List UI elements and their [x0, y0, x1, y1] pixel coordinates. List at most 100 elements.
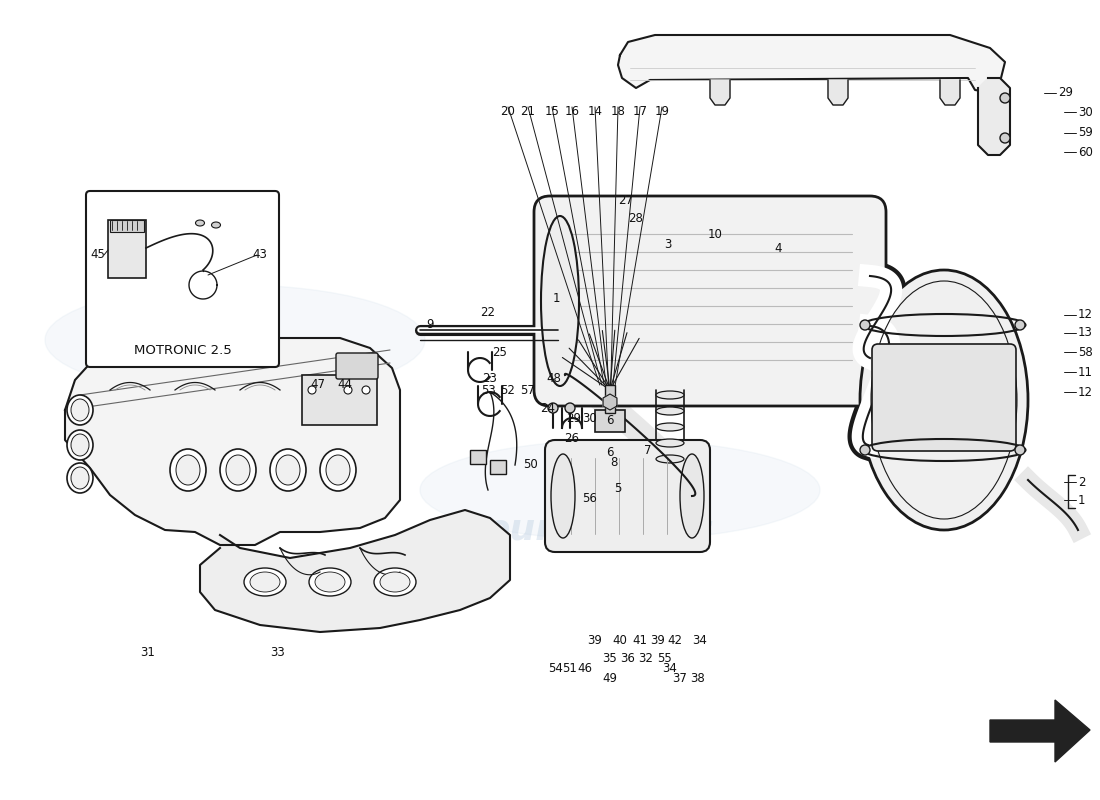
Text: 48: 48	[547, 371, 561, 385]
Bar	[470, 450, 486, 464]
FancyBboxPatch shape	[336, 353, 378, 379]
Text: 1: 1	[1078, 494, 1086, 506]
Text: 25: 25	[493, 346, 507, 358]
Circle shape	[308, 386, 316, 394]
Text: 39: 39	[587, 634, 603, 646]
Circle shape	[860, 445, 870, 455]
Text: 44: 44	[338, 378, 352, 391]
Ellipse shape	[656, 407, 684, 415]
Text: 42: 42	[668, 634, 682, 646]
Ellipse shape	[176, 455, 200, 485]
Text: 34: 34	[662, 662, 678, 674]
Text: 46: 46	[578, 662, 593, 674]
Bar	[605, 385, 615, 413]
FancyBboxPatch shape	[86, 191, 279, 367]
Text: 11: 11	[1078, 366, 1093, 378]
Ellipse shape	[656, 439, 684, 447]
Text: 28: 28	[628, 211, 643, 225]
Text: 30: 30	[583, 411, 597, 425]
Text: 19: 19	[654, 105, 670, 118]
Text: 29: 29	[1058, 86, 1072, 99]
Ellipse shape	[860, 270, 1028, 530]
Text: 12: 12	[1078, 386, 1093, 398]
Bar	[110, 220, 144, 232]
Text: 22: 22	[481, 306, 495, 318]
Text: 55: 55	[657, 651, 671, 665]
Ellipse shape	[72, 434, 89, 456]
Ellipse shape	[656, 423, 684, 431]
Text: 43: 43	[253, 249, 267, 262]
Ellipse shape	[220, 449, 256, 491]
Ellipse shape	[326, 455, 350, 485]
Text: 24: 24	[540, 402, 556, 414]
Ellipse shape	[226, 455, 250, 485]
Text: 52: 52	[500, 383, 516, 397]
Ellipse shape	[270, 449, 306, 491]
Text: 16: 16	[564, 105, 580, 118]
Text: 29: 29	[566, 411, 582, 425]
Text: 47: 47	[310, 378, 326, 391]
Ellipse shape	[309, 568, 351, 596]
FancyBboxPatch shape	[544, 440, 710, 552]
Text: 36: 36	[620, 651, 636, 665]
Text: 33: 33	[271, 646, 285, 658]
Text: 59: 59	[1078, 126, 1093, 139]
Text: 21: 21	[520, 105, 536, 118]
Ellipse shape	[541, 216, 579, 386]
Text: 26: 26	[564, 431, 580, 445]
Polygon shape	[710, 80, 730, 105]
Ellipse shape	[244, 568, 286, 596]
Text: 27: 27	[618, 194, 634, 206]
Ellipse shape	[67, 430, 94, 460]
Ellipse shape	[551, 454, 575, 538]
Ellipse shape	[211, 222, 220, 228]
Ellipse shape	[374, 568, 416, 596]
Circle shape	[1000, 133, 1010, 143]
Ellipse shape	[656, 455, 684, 463]
Circle shape	[1015, 320, 1025, 330]
Text: MOTRONIC 2.5: MOTRONIC 2.5	[133, 345, 231, 358]
Text: 3: 3	[664, 238, 672, 251]
Circle shape	[565, 403, 575, 413]
Text: 1: 1	[552, 291, 560, 305]
Ellipse shape	[420, 440, 820, 540]
Text: 31: 31	[141, 646, 155, 658]
Text: 23: 23	[483, 371, 497, 385]
Ellipse shape	[72, 399, 89, 421]
Polygon shape	[618, 35, 1005, 92]
Text: 34: 34	[693, 634, 707, 646]
Text: 57: 57	[520, 383, 536, 397]
Ellipse shape	[656, 391, 684, 399]
Text: 13: 13	[1078, 326, 1093, 339]
Text: 6: 6	[606, 414, 614, 426]
Text: 40: 40	[613, 634, 627, 646]
FancyBboxPatch shape	[872, 344, 1016, 451]
Ellipse shape	[45, 285, 425, 395]
Circle shape	[548, 403, 558, 413]
Text: 37: 37	[672, 671, 688, 685]
Text: 7: 7	[645, 443, 651, 457]
Text: 6: 6	[606, 446, 614, 458]
Text: 5: 5	[614, 482, 622, 494]
Ellipse shape	[196, 220, 205, 226]
Text: 53: 53	[481, 383, 495, 397]
Bar	[595, 410, 625, 432]
Text: eurospares: eurospares	[486, 513, 714, 547]
Text: 45: 45	[90, 249, 106, 262]
Bar	[108, 220, 146, 278]
Circle shape	[344, 386, 352, 394]
Polygon shape	[978, 78, 1010, 155]
Text: 32: 32	[639, 651, 653, 665]
Text: 35: 35	[603, 651, 617, 665]
Ellipse shape	[67, 463, 94, 493]
Text: 51: 51	[562, 662, 578, 674]
Ellipse shape	[72, 467, 89, 489]
Bar	[490, 460, 506, 474]
Text: 2: 2	[1078, 475, 1086, 489]
Text: eurospares: eurospares	[116, 373, 344, 407]
Text: 38: 38	[691, 671, 705, 685]
FancyBboxPatch shape	[534, 196, 886, 406]
Polygon shape	[603, 394, 617, 410]
Polygon shape	[940, 80, 960, 105]
Ellipse shape	[250, 572, 280, 592]
